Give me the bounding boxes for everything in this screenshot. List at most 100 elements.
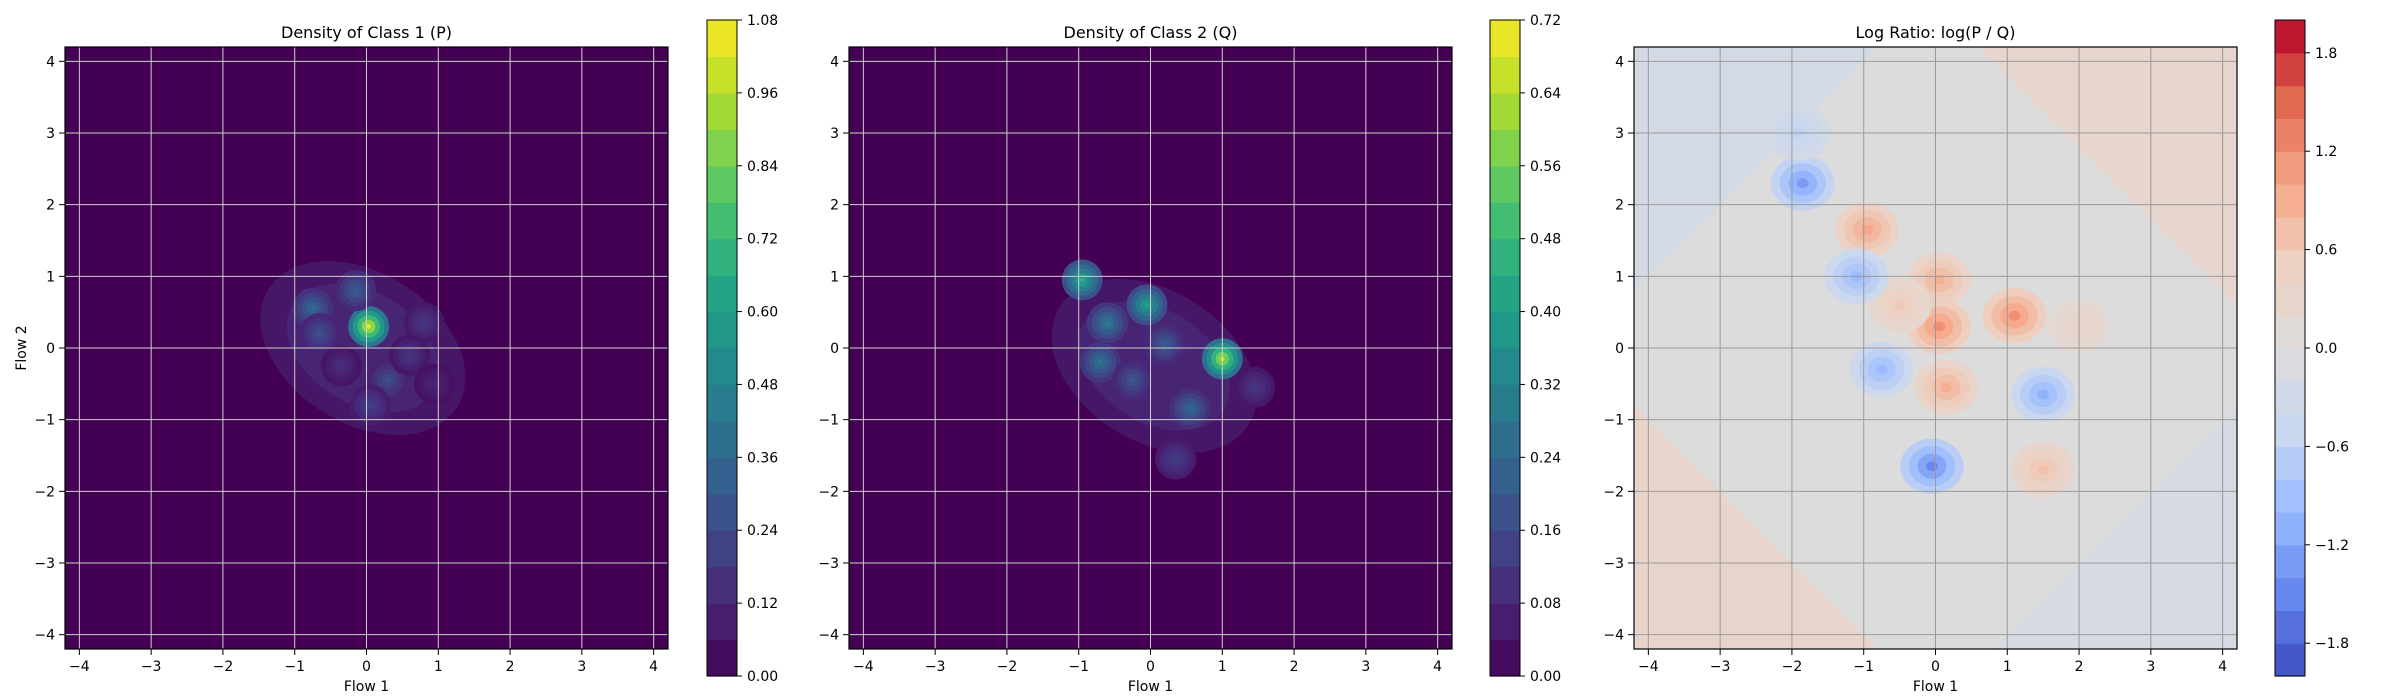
y-tick-label: −4	[34, 628, 55, 644]
x-tick-label: 2	[506, 659, 515, 675]
colorbar-segment	[707, 348, 737, 386]
x-tick-label: 1	[434, 659, 443, 675]
y-tick-label: 3	[1615, 126, 1624, 142]
ratio-region-11	[1926, 461, 1938, 472]
colorbar-tick-label: 1.8	[2315, 46, 2337, 62]
colorbar-tick-label: 0.72	[747, 232, 778, 248]
colorbar-segment	[2275, 446, 2305, 480]
density-peak-3	[1144, 302, 1150, 308]
ratio-region-8	[1796, 178, 1809, 189]
colorbar: −1.8 −1.2 −0.6 0.0 0.6 1.2 1.8	[2274, 19, 2349, 677]
x-tick-label: 3	[577, 659, 586, 675]
density-peak-4	[317, 331, 323, 336]
colorbar-tick-label: 0.00	[1530, 669, 1561, 685]
x-tick-label: −3	[141, 659, 162, 675]
ratio-region-5	[1940, 382, 1953, 393]
chart-panel-2: −4 −3 −2 −1 0 1 2 3 4 −4 −3 −2 −1 0 1 2 3 4 Density of Cla…	[818, 13, 1561, 695]
colorbar-segment	[2275, 577, 2305, 611]
y-tick-label: 3	[830, 126, 839, 142]
y-tick-label: −1	[34, 413, 55, 429]
x-axis-label: Flow 1	[1128, 679, 1173, 695]
density-peak-5	[385, 378, 391, 383]
y-tick-label: 3	[46, 126, 55, 142]
colorbar-tick-label: 0.56	[1530, 159, 1561, 175]
colorbar-segment	[2275, 85, 2305, 119]
chart-title: Density of Class 1 (P)	[281, 23, 452, 42]
density-peak-1	[366, 324, 371, 329]
colorbar-segment	[1490, 20, 1520, 58]
x-tick-label: −2	[1782, 659, 1803, 675]
colorbar: 0.00 0.08 0.16 0.24 0.32 0.40 0.48 0.56 0.64 0.72	[1489, 13, 1561, 685]
x-tick-label: −4	[69, 659, 90, 675]
density-peak-6	[367, 403, 373, 408]
colorbar-segment	[1490, 566, 1520, 604]
colorbar-segment	[1490, 348, 1520, 386]
y-tick-label: 4	[1615, 54, 1624, 70]
x-tick-label: 0	[362, 659, 371, 675]
x-tick-label: 4	[2218, 659, 2227, 675]
x-tick-label: 1	[2003, 659, 2012, 675]
x-tick-label: 4	[1433, 659, 1442, 675]
colorbar-tick-label: 0.48	[747, 377, 778, 393]
density-peak-8	[407, 352, 412, 358]
colorbar-segment	[707, 165, 737, 203]
colorbar-segment	[707, 530, 737, 568]
heatmap-field	[1051, 259, 1276, 480]
y-tick-label: −2	[34, 484, 55, 500]
colorbar-tick-label: 1.2	[2315, 144, 2337, 160]
x-tick-label: 2	[2075, 659, 2084, 675]
y-tick-label: −1	[818, 413, 839, 429]
ratio-band-bottom-left	[1634, 405, 1879, 649]
colorbar-segment	[1490, 420, 1520, 458]
density-peak-5	[1098, 360, 1103, 365]
x-tick-label: −4	[1638, 659, 1659, 675]
colorbar-segment	[2275, 282, 2305, 316]
chart-panel-1: −4 −3 −2 −1 0 1 2 3 4 −4 −3 −2 −1 0 1 2 3 4 Density of Cla…	[14, 13, 778, 695]
chart-title: Density of Class 2 (Q)	[1064, 23, 1238, 42]
colorbar-segment	[2275, 20, 2305, 54]
density-peak-2	[310, 306, 315, 311]
colorbar-segment	[1490, 530, 1520, 568]
y-axis-label: Flow 2	[14, 325, 30, 370]
colorbar: 0.00 0.12 0.24 0.36 0.48 0.60 0.72 0.84 0.96 1.08	[706, 13, 778, 685]
colorbar-tick-label: −1.2	[2315, 538, 2349, 554]
colorbar-tick-label: 0.6	[2315, 243, 2337, 259]
colorbar-tick-label: 1.08	[747, 13, 778, 29]
colorbar-segment	[1490, 202, 1520, 240]
colorbar-tick-label: 0.96	[747, 86, 778, 102]
colorbar-tick-label: −1.8	[2315, 636, 2349, 652]
colorbar-segment	[2275, 413, 2305, 447]
y-tick-label: 0	[1615, 341, 1624, 357]
x-tick-label: −1	[1853, 659, 1874, 675]
y-tick-label: 1	[46, 269, 55, 285]
y-tick-label: 2	[830, 198, 839, 214]
colorbar-tick-label: 0.72	[1530, 13, 1561, 29]
x-tick-label: −3	[1710, 659, 1731, 675]
x-tick-label: −4	[853, 659, 874, 675]
colorbar-segment	[1490, 639, 1520, 677]
colorbar-segment	[2275, 643, 2305, 677]
ratio-band-bottom-right	[1992, 405, 2237, 649]
y-tick-label: 1	[830, 269, 839, 285]
colorbar-tick-label: 0.0	[2315, 341, 2337, 357]
y-tick-label: 2	[46, 198, 55, 214]
colorbar-tick-label: 0.36	[747, 450, 778, 466]
ratio-band-top-right	[1978, 47, 2237, 305]
y-tick-label: 0	[46, 341, 55, 357]
colorbar-segment	[707, 493, 737, 531]
x-tick-label: 3	[1361, 659, 1370, 675]
colorbar-tick-label: 0.40	[1530, 305, 1561, 321]
colorbar-segment	[1490, 384, 1520, 422]
y-tick-label: 4	[46, 54, 55, 70]
y-tick-label: −4	[818, 628, 839, 644]
colorbar-segment	[1490, 311, 1520, 349]
colorbar-tick-label: 0.64	[1530, 86, 1561, 102]
colorbar-segment	[707, 384, 737, 422]
density-peak-2	[1080, 277, 1085, 283]
density-peak-8	[1130, 378, 1135, 383]
colorbar-tick-label: 0.12	[747, 596, 778, 612]
colorbar-segment	[1490, 493, 1520, 531]
ratio-region-6	[1893, 300, 1906, 310]
colorbar-segment	[707, 20, 737, 58]
x-tick-label: 0	[1146, 659, 1155, 675]
